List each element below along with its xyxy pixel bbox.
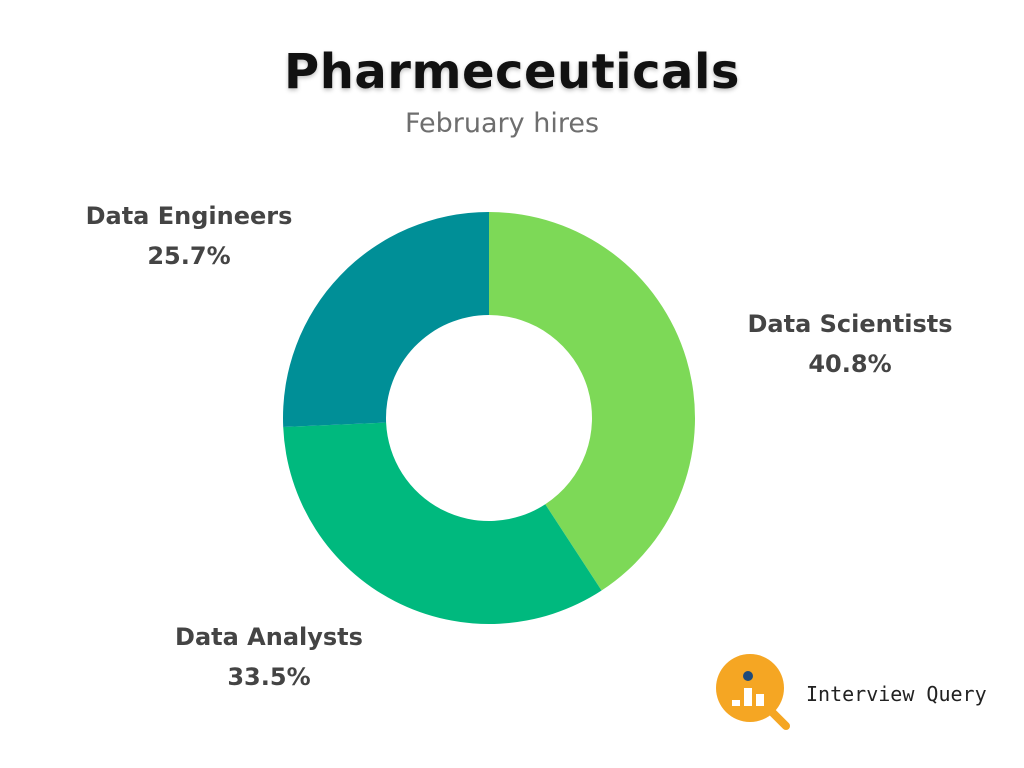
chart-title: Pharmeceuticals <box>284 44 740 100</box>
magnifier-bar-chart-icon <box>716 654 790 730</box>
slice-data-scientists <box>489 212 695 591</box>
chart-subtitle: February hires <box>404 108 600 139</box>
label-data-engineers: Data Engineers <box>86 202 293 230</box>
label-data-analysts: Data Analysts <box>175 623 363 651</box>
value-label-data-engineers: 25.7% <box>147 242 230 270</box>
value-label-data-scientists: 40.8% <box>808 350 891 378</box>
value-label-data-analysts: 33.5% <box>227 663 310 691</box>
interview-query-logo: Interview Query <box>714 654 987 730</box>
slice-data-analysts <box>283 422 602 624</box>
slice-data-engineers <box>283 212 489 428</box>
label-data-scientists: Data Scientists <box>748 310 953 338</box>
brand-name: Interview Query <box>806 682 987 706</box>
